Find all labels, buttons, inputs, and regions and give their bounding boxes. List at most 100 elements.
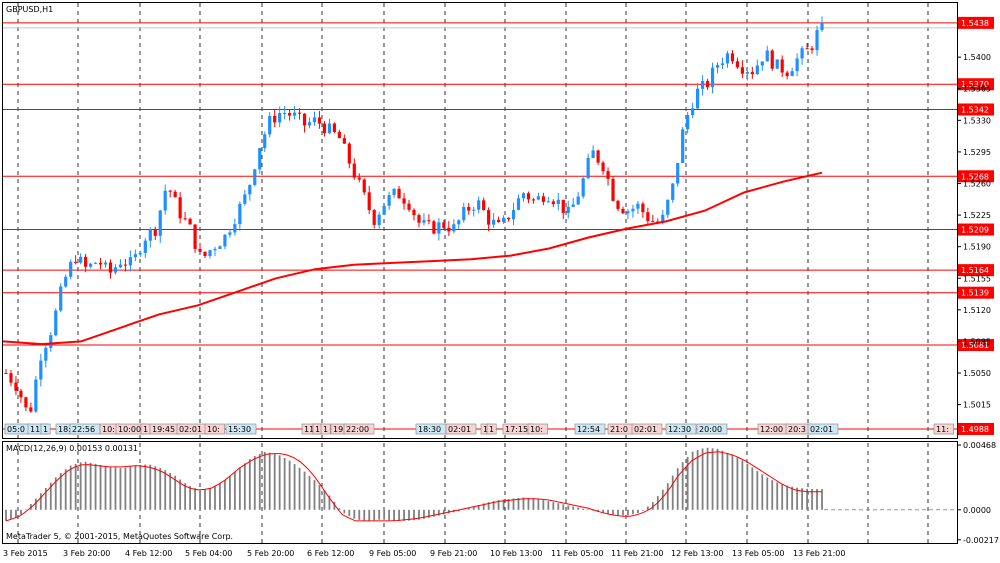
candle-body bbox=[641, 203, 645, 213]
price-tick-label: 1.5260 bbox=[963, 179, 991, 188]
time-marker-label: 18: bbox=[58, 425, 71, 434]
macd-bar bbox=[164, 470, 167, 510]
macd-bar bbox=[418, 509, 420, 520]
macd-bar bbox=[59, 473, 62, 510]
candle-body bbox=[397, 188, 401, 199]
candle-body bbox=[671, 183, 675, 200]
macd-bar bbox=[114, 467, 117, 510]
macd-bar bbox=[109, 466, 112, 510]
macd-bar bbox=[711, 448, 714, 510]
macd-bar bbox=[482, 503, 485, 510]
candle-body bbox=[745, 72, 749, 74]
macd-bar bbox=[248, 459, 251, 510]
candle-body bbox=[631, 208, 635, 212]
candle-body bbox=[521, 193, 526, 199]
macd-bar bbox=[199, 490, 201, 510]
macd-bar bbox=[706, 447, 709, 510]
candle-body bbox=[288, 112, 292, 116]
candle-body bbox=[551, 201, 555, 205]
level-tag bbox=[958, 286, 994, 299]
level-tag-label: 1.5139 bbox=[961, 289, 989, 298]
candle-body bbox=[681, 129, 685, 164]
macd-bar bbox=[298, 467, 301, 510]
time-marker-label: 1 bbox=[43, 425, 48, 434]
candle-body bbox=[278, 113, 282, 123]
macd-bar bbox=[49, 482, 52, 510]
candle-body bbox=[307, 122, 312, 126]
level-tag bbox=[958, 264, 994, 277]
candle-body bbox=[785, 72, 789, 77]
candle-body bbox=[103, 262, 108, 265]
candle-body bbox=[69, 261, 73, 277]
time-marker-box bbox=[933, 423, 954, 435]
candle-body bbox=[163, 190, 167, 211]
macd-bar bbox=[293, 464, 296, 510]
price-tick-label: 1.5155 bbox=[963, 274, 991, 283]
time-marker-label: 02:01 bbox=[634, 425, 657, 434]
candle-body bbox=[377, 214, 381, 225]
candle-body bbox=[342, 138, 346, 144]
macd-bar bbox=[253, 456, 256, 510]
candle-body bbox=[29, 407, 33, 412]
macd-bar bbox=[224, 480, 226, 510]
candle-body bbox=[487, 210, 491, 225]
candle-body bbox=[576, 196, 580, 205]
macd-bar bbox=[766, 477, 769, 510]
time-axis-label: 4 Feb 12:00 bbox=[125, 549, 172, 558]
macd-bar bbox=[681, 462, 684, 510]
macd-bar bbox=[204, 489, 206, 510]
time-marker-label: 10: bbox=[530, 425, 543, 434]
macd-bar bbox=[74, 463, 77, 510]
macd-tick-label: 0.0000 bbox=[963, 506, 991, 515]
candle-body bbox=[362, 179, 366, 193]
candle-body bbox=[178, 197, 182, 219]
candle-body bbox=[611, 178, 615, 201]
moving-average-line bbox=[2, 171, 823, 346]
macd-bar bbox=[637, 509, 639, 514]
macd-bar bbox=[89, 462, 92, 510]
candle-body bbox=[601, 162, 605, 172]
macd-bar bbox=[646, 506, 649, 510]
candle-body bbox=[442, 222, 446, 228]
level-tag bbox=[958, 78, 994, 91]
time-marker-label: 02:01 bbox=[810, 425, 833, 434]
candle-body bbox=[566, 206, 570, 213]
time-axis-label: 3 Feb 2015 bbox=[3, 549, 48, 558]
time-axis-label: 13 Feb 21:00 bbox=[793, 549, 845, 558]
price-tick-label: 1.5050 bbox=[963, 369, 991, 378]
macd-bar bbox=[313, 480, 316, 510]
candle-body bbox=[591, 150, 595, 158]
macd-bar bbox=[741, 460, 744, 510]
candle-body bbox=[138, 252, 142, 255]
candle-body bbox=[492, 219, 496, 225]
macd-bar bbox=[671, 475, 674, 510]
time-axis-label: 13 Feb 05:00 bbox=[732, 549, 784, 558]
macd-label: MACD(12,26,9) 0.00153 0.00131 bbox=[6, 444, 138, 453]
macd-bar bbox=[781, 484, 784, 510]
candle-body bbox=[59, 286, 63, 311]
candle-body bbox=[536, 196, 540, 200]
time-marker-box bbox=[486, 423, 497, 435]
macd-bar bbox=[806, 488, 808, 510]
macd-histogram bbox=[5, 447, 823, 521]
time-marker-label: 02:01 bbox=[179, 425, 202, 434]
candle-body bbox=[263, 134, 267, 149]
macd-bar bbox=[477, 504, 480, 510]
macd-bar bbox=[358, 509, 361, 520]
candle-body bbox=[4, 373, 8, 375]
macd-bar bbox=[796, 487, 799, 510]
candle-body bbox=[352, 163, 356, 178]
candle-body bbox=[810, 48, 814, 51]
level-tag-label: 1.5342 bbox=[961, 105, 989, 114]
time-marker-box bbox=[445, 423, 477, 435]
macd-bar bbox=[457, 509, 460, 512]
time-marker-label: 21:0 bbox=[610, 425, 628, 434]
time-marker-label: 10:00 bbox=[118, 425, 141, 434]
macd-tick-label: 0.00468 bbox=[963, 441, 996, 450]
candle-body bbox=[715, 64, 720, 68]
macd-bar bbox=[149, 464, 152, 510]
macd-bar bbox=[428, 509, 430, 518]
time-marker-label: 15:30 bbox=[228, 425, 251, 434]
candle-body bbox=[173, 191, 177, 198]
candle-body bbox=[780, 59, 784, 73]
